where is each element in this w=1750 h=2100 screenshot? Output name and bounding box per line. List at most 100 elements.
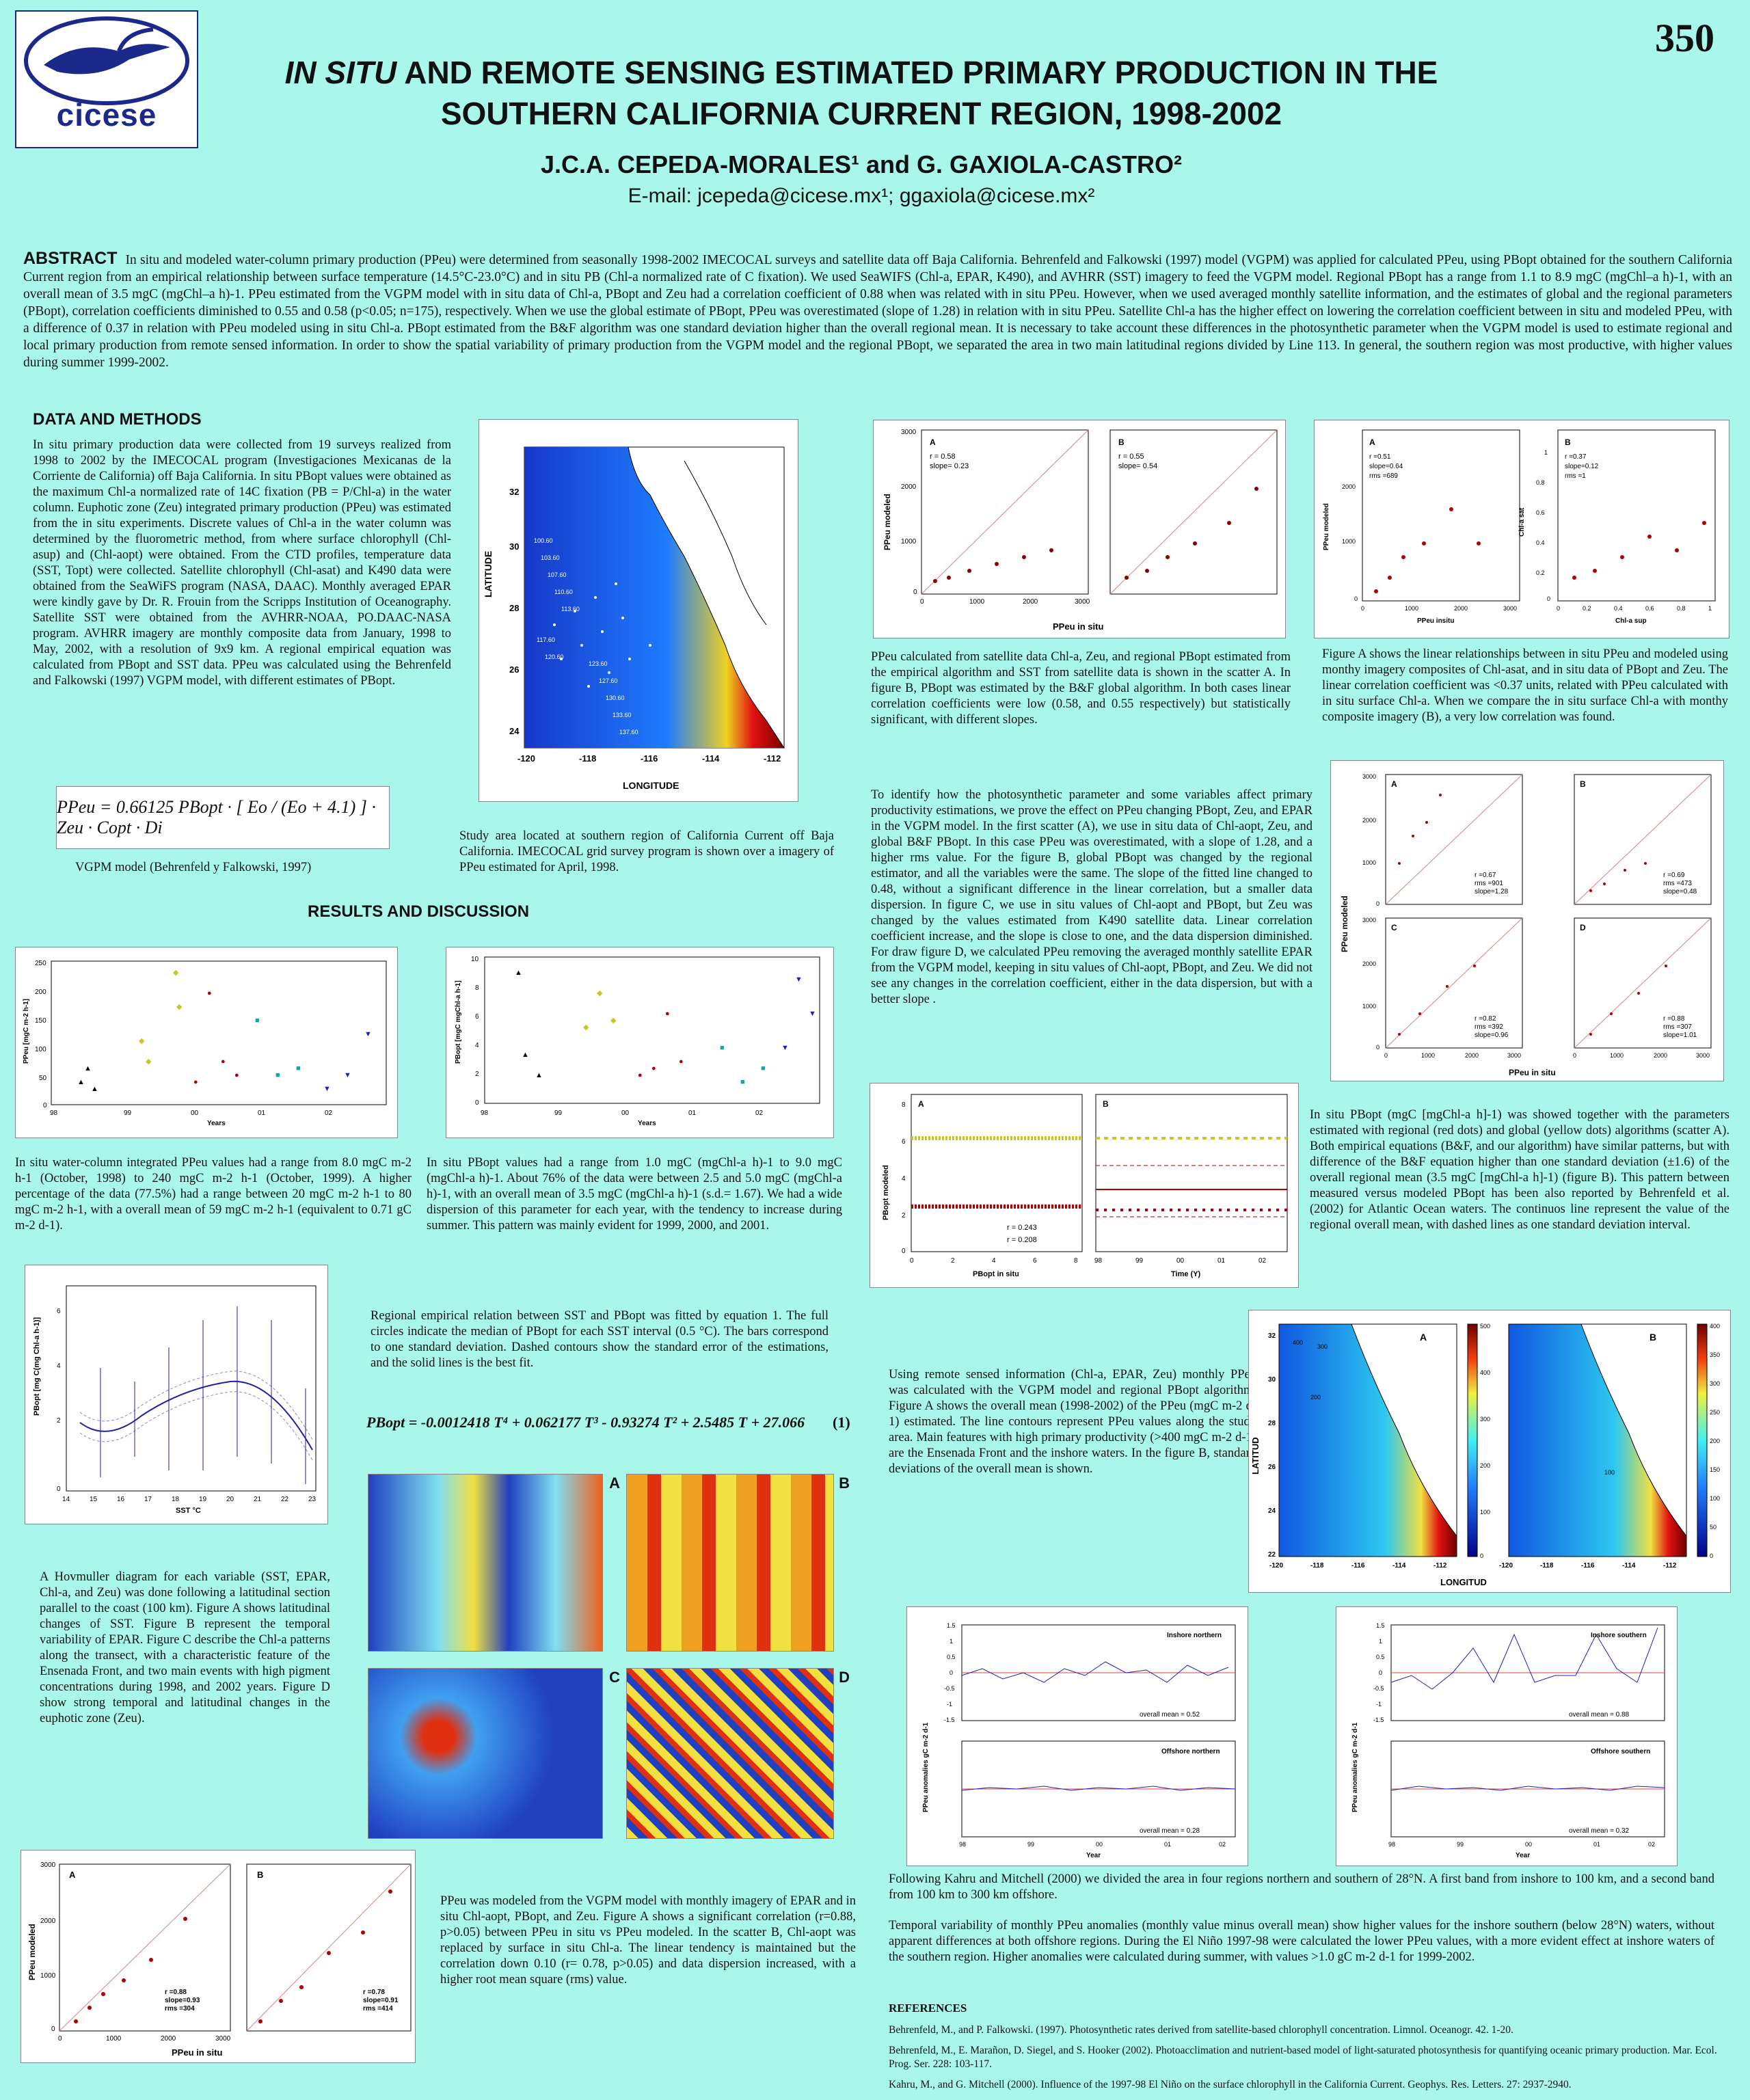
ytick: 3000 <box>1362 917 1376 924</box>
line-label: 133.60 <box>612 712 632 718</box>
map-xtick: -116 <box>641 753 658 764</box>
sat-text: PPeu calculated from satellite data Chl-… <box>871 650 1291 727</box>
xtick: 98 <box>1094 1257 1103 1265</box>
xtick: 00 <box>191 1109 199 1117</box>
xtick: 98 <box>50 1109 58 1117</box>
contour-label: 400 <box>1293 1339 1303 1346</box>
ytick: 2000 <box>1362 817 1376 824</box>
svg-text:▼: ▼ <box>364 1030 372 1038</box>
cbar-a-ticks: 500 400 300 200 100 0 <box>1480 1323 1490 1559</box>
ytick: 0 <box>1547 595 1550 602</box>
reference-item: Behrenfeld, M., and P. Falkowski. (1997)… <box>889 2024 1513 2036</box>
xtick: 22 <box>281 1496 289 1503</box>
hovmuller-b: B <box>626 1474 850 1652</box>
anom-xlabel: Year <box>1086 1852 1101 1859</box>
stat: rms =689 <box>1369 472 1398 480</box>
map-yticks: 32 30 28 26 24 <box>509 487 520 736</box>
xtick: 00 <box>1096 1841 1103 1848</box>
cmp-stat: r = 0.208 <box>1007 1236 1037 1244</box>
xtick: 0.4 <box>1614 605 1623 612</box>
insitu-xlabel: PPeu in situ <box>172 2047 222 2058</box>
cbar-tick: 400 <box>1480 1369 1490 1376</box>
results-heading: RESULTS AND DISCUSSION <box>308 902 530 921</box>
cbar-tick: 50 <box>1710 1524 1717 1531</box>
ytick: 1000 <box>901 538 917 546</box>
stat: rms =392 <box>1475 1023 1503 1031</box>
sst-yticks: 6 4 2 0 <box>57 1308 61 1493</box>
cbar-tick: 400 <box>1710 1323 1720 1330</box>
xtick: 1000 <box>969 598 985 606</box>
ytick: 1.5 <box>1376 1622 1385 1629</box>
page-number: 350 <box>1655 16 1714 60</box>
monthly-b-xlabel: Chl-a sup <box>1615 617 1647 625</box>
insitu-b-label: B <box>257 1870 263 1880</box>
anom-panel-title: Inshore southern <box>1591 1632 1647 1639</box>
map-xtick: -112 <box>764 753 781 764</box>
map-xticks: -120 -118 -116 -114 -112 <box>517 753 781 764</box>
xtick: -112 <box>1433 1562 1447 1570</box>
email-line: E-mail: jcepeda@cicese.mx¹; ggaxiola@cic… <box>628 185 1095 207</box>
svg-text:■: ■ <box>275 1071 280 1079</box>
xtick: 2000 <box>1454 605 1468 612</box>
regions-text: Following Kahru and Mitchell (2000) we d… <box>889 1872 1714 1902</box>
study-map-svg: LATITUDE LONGITUDE -120 -118 -116 -114 -… <box>483 446 785 791</box>
ytick: 0.4 <box>1536 539 1545 546</box>
ytick: 0 <box>1376 1044 1379 1051</box>
cbar-tick: 0 <box>1710 1552 1713 1559</box>
anom-ylabel: PPeu anomalies gC m-2 d-1 <box>1351 1722 1359 1812</box>
logo-text: cicese <box>56 97 157 133</box>
ytick: 2000 <box>901 483 917 491</box>
cbar-tick: 200 <box>1710 1438 1720 1444</box>
svg-text:B: B <box>1565 438 1571 447</box>
ytick: 150 <box>35 1017 46 1025</box>
svg-text:◆: ◆ <box>610 1017 617 1025</box>
map-xlabel: LONGITUDE <box>623 780 679 791</box>
survey-line-labels: 100.60 103.60 107.60 110.60 113.60 117.6… <box>534 537 638 736</box>
map-ytick: 30 <box>509 541 519 552</box>
xtick: 2 <box>951 1257 955 1265</box>
ytick: 2 <box>57 1417 61 1425</box>
stat: r =0.69 <box>1663 872 1685 879</box>
map-ytick: 24 <box>509 726 520 736</box>
xtick: 99 <box>124 1109 132 1117</box>
anom-xlabel: Year <box>1516 1852 1530 1859</box>
stat: slope=1.28 <box>1475 888 1509 896</box>
stat: r =0.51 <box>1369 453 1391 461</box>
cmp-b-label: B <box>1103 1099 1109 1109</box>
reference-item: Kahru, M., and G. Mitchell (2000). Influ… <box>889 2079 1572 2090</box>
abstract: ABSTRACT In situ and modeled water-column… <box>23 250 1732 371</box>
insitu-scatter-svg: A B r =0.88 slope=0.93 rms =304 r =0.78 … <box>27 1861 412 2058</box>
line-label: 103.60 <box>541 554 560 561</box>
monthly-scatter: A B r =0.51 slope=0.64 rms =689 r =0.37 … <box>1314 420 1729 638</box>
sst-xlabel: SST °C <box>176 1507 201 1515</box>
line-label: 110.60 <box>554 589 573 595</box>
xtick: 02 <box>325 1109 333 1117</box>
references-heading: REFERENCES <box>889 2002 967 2015</box>
xtick: 0 <box>1384 1052 1388 1059</box>
study-map-caption: Study area located at southern region of… <box>459 829 834 874</box>
map-ytick: 32 <box>509 487 519 497</box>
stat: rms =307 <box>1663 1023 1692 1031</box>
anomalies-north: Inshore northern overall mean = 0.52 Off… <box>906 1606 1248 1866</box>
monthly-points <box>1374 507 1706 593</box>
sst-fit-text: Regional empirical relation between SST … <box>371 1309 829 1370</box>
sat-ylabel: PPeu modeled <box>883 494 892 550</box>
ytick: 1000 <box>1342 538 1356 545</box>
xtick: 02 <box>1219 1841 1226 1848</box>
line-label: 123.60 <box>589 660 608 667</box>
sat-b-stat: slope= 0.54 <box>1118 462 1157 470</box>
ytick: 1.5 <box>947 1622 956 1629</box>
poster-title: IN SITU AND REMOTE SENSING ESTIMATED PRI… <box>205 52 1518 134</box>
line-label: 100.60 <box>534 537 553 544</box>
four-scatter-labels: A B C D <box>1391 779 1586 932</box>
anom-panel-title: Inshore northern <box>1167 1632 1222 1639</box>
xtick: 01 <box>1217 1257 1226 1265</box>
xtick: 1000 <box>1421 1052 1435 1059</box>
sat-a-label: A <box>930 438 936 447</box>
sst-fit-plot: PBopt [mg C(mg Chl-a h-1)] SST °C 6 4 2 … <box>25 1265 328 1524</box>
monthly-b-yticks: 1 0.8 0.6 0.4 0.2 0 <box>1536 449 1550 602</box>
xtick: -120 <box>1269 1562 1283 1570</box>
hovmuller-c: C <box>368 1668 620 1839</box>
ytick: 3000 <box>40 1861 56 1869</box>
cmp-b-xlabel: Time (Y) <box>1171 1270 1201 1278</box>
